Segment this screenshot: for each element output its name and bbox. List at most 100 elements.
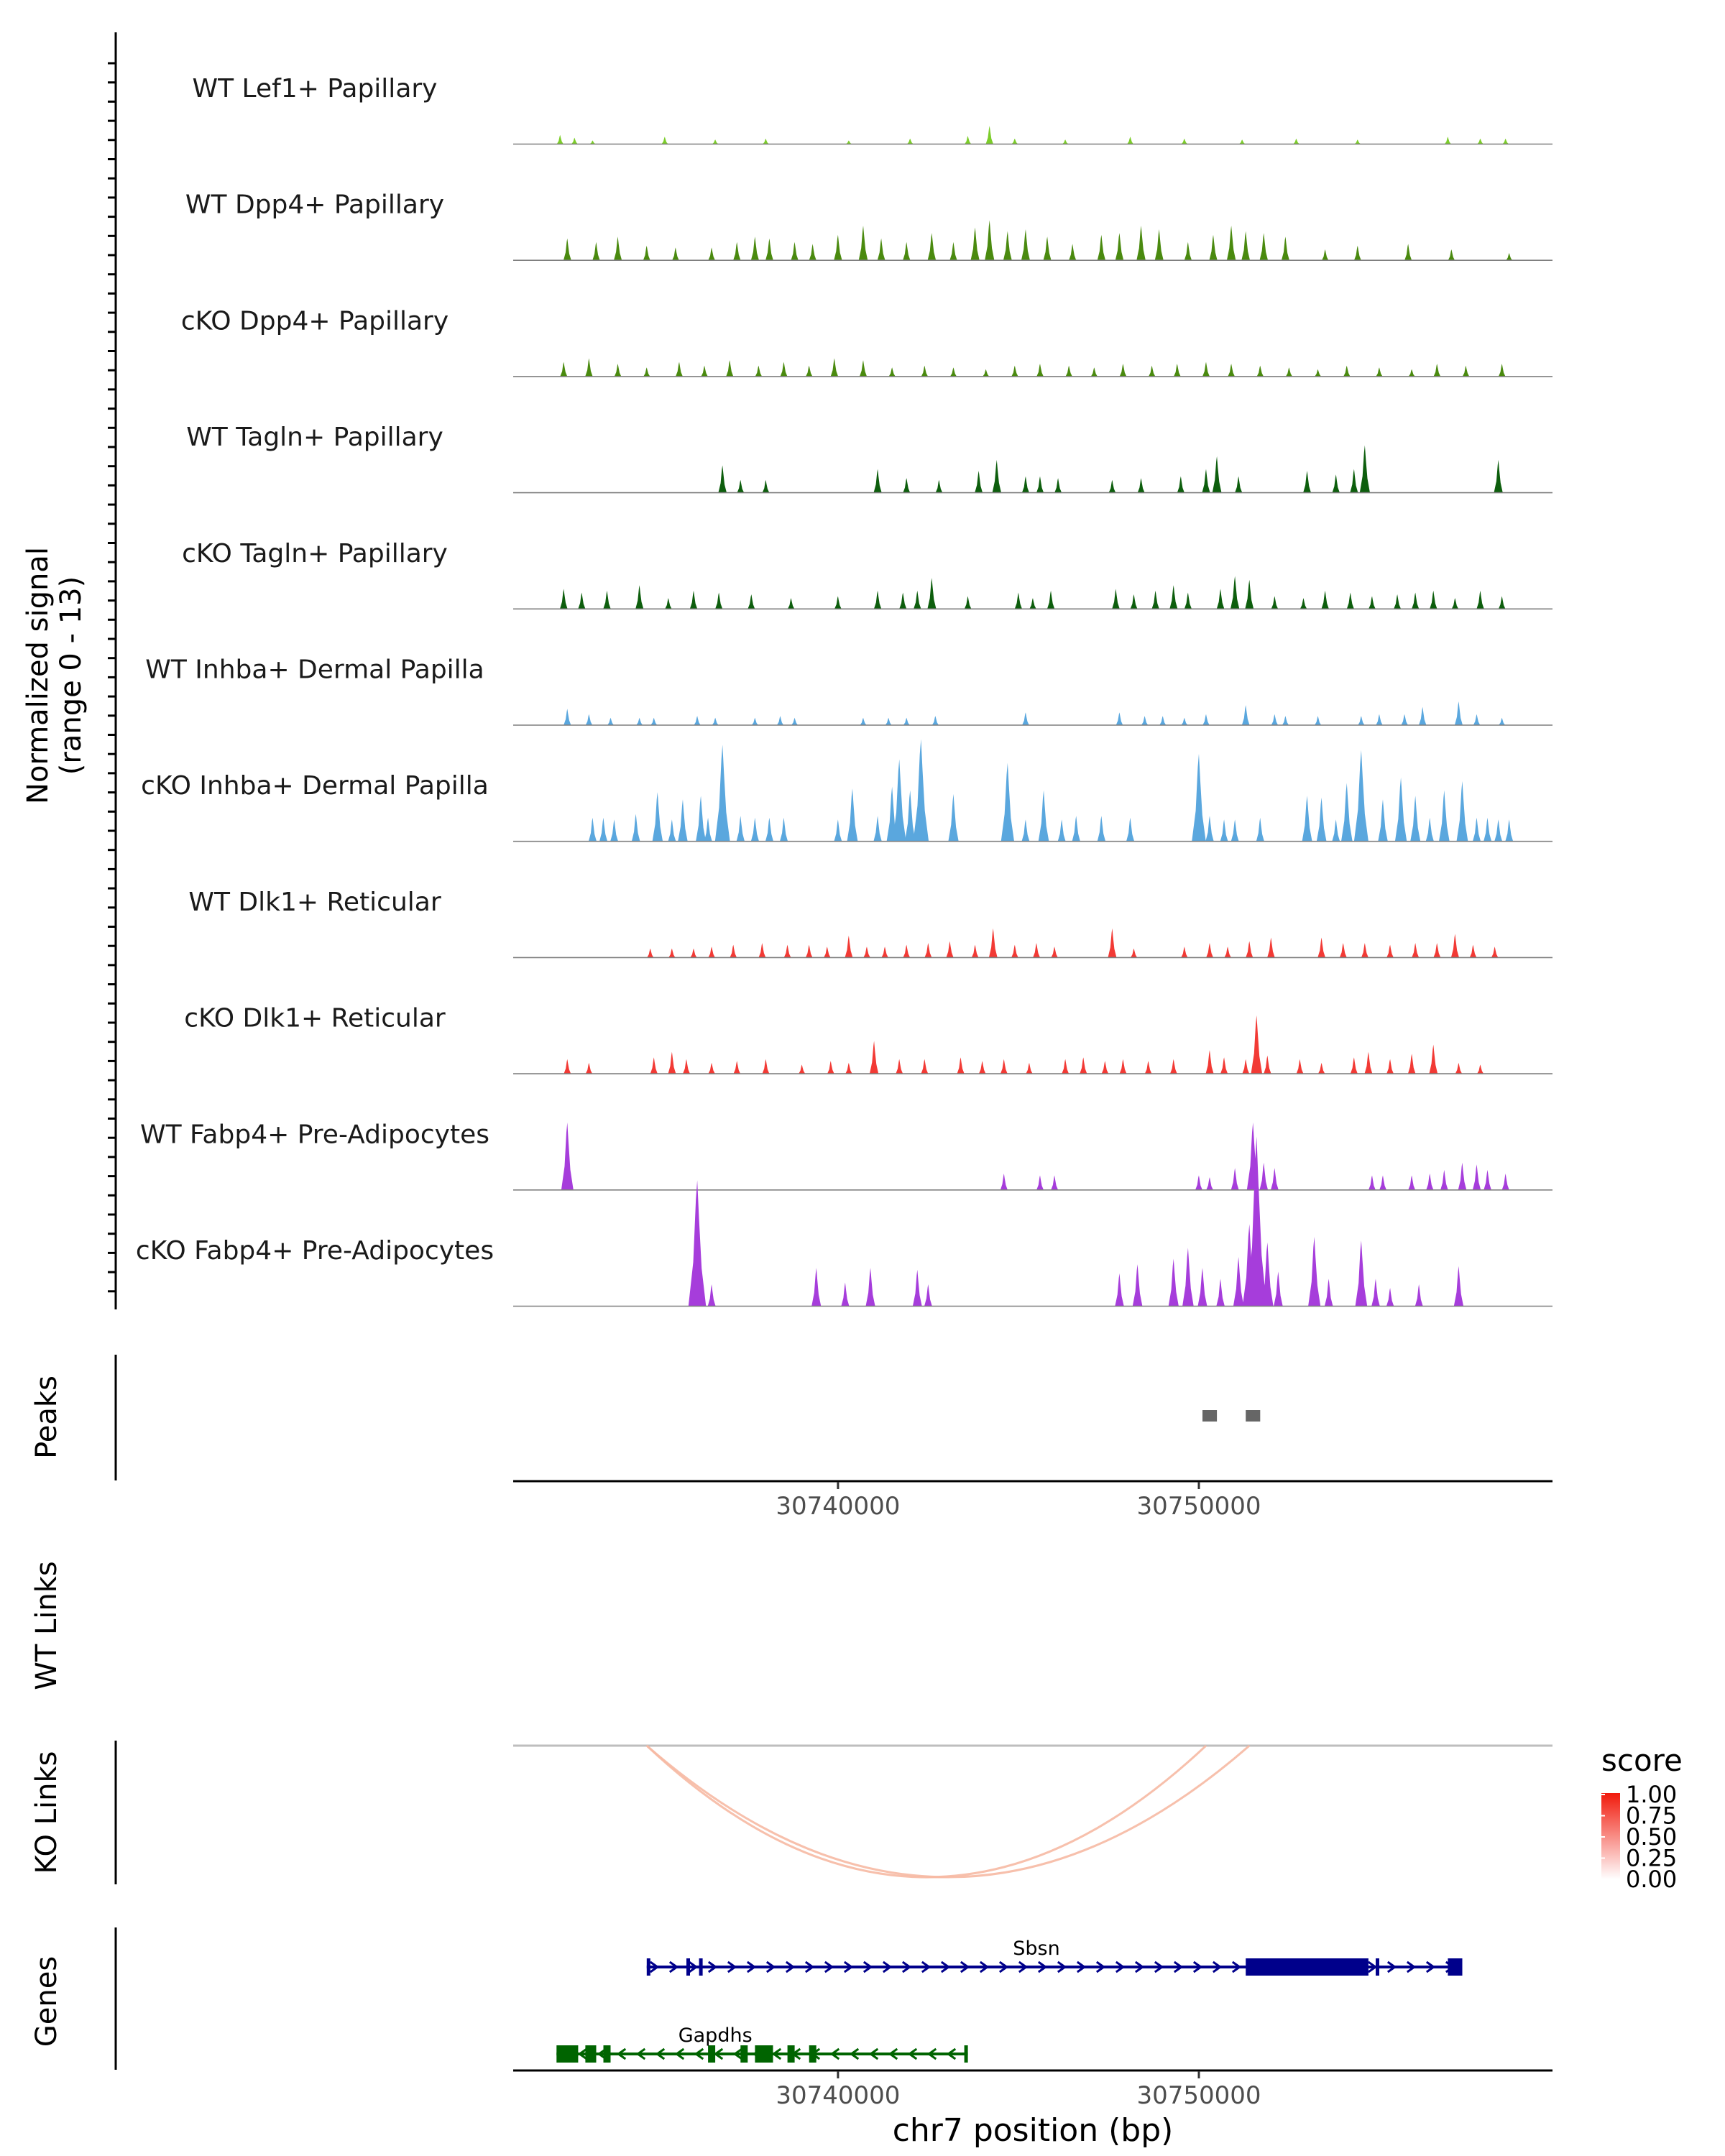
coverage-peak xyxy=(1358,716,1365,725)
gene-exon xyxy=(699,1958,703,1976)
coverage-peak xyxy=(787,598,795,609)
coverage-peak xyxy=(1429,1044,1438,1074)
coverage-peak xyxy=(1011,365,1018,377)
coverage-peak xyxy=(1408,369,1415,377)
coverage-peak xyxy=(834,819,842,842)
score-legend-title: score xyxy=(1601,1743,1683,1778)
strand-arrow xyxy=(882,1961,893,1973)
coverage-peak xyxy=(809,244,816,261)
coverage-peak xyxy=(1151,590,1159,609)
coverage-peak xyxy=(1127,137,1133,144)
coverage-peak xyxy=(1181,717,1188,725)
coverage-peak xyxy=(1317,937,1325,958)
coverage-peak xyxy=(1267,937,1275,958)
coverage-peak xyxy=(1014,592,1022,609)
coverage-peak xyxy=(1245,579,1254,609)
strand-arrow xyxy=(921,1961,932,1973)
coverage-peak xyxy=(1065,365,1072,377)
coverage-peak xyxy=(726,360,734,377)
coverage-peak xyxy=(1033,943,1040,958)
track-wt-lef1-papillary: WT Lef1+ Papillary xyxy=(193,74,1552,145)
strand-arrow xyxy=(998,1961,1009,1973)
coverage-peak xyxy=(1212,456,1222,493)
coverage-peak xyxy=(704,817,712,842)
coverage-peak xyxy=(1149,365,1156,377)
coverage-peak xyxy=(765,238,773,261)
x-axis-title: chr7 position (bp) xyxy=(893,2112,1174,2149)
coverage-peak xyxy=(1410,796,1421,842)
coverage-peak xyxy=(696,796,707,842)
genes-label: Genes xyxy=(30,1956,63,2047)
coverage-peak xyxy=(689,590,698,609)
coverage-peak xyxy=(1316,797,1327,842)
coverage-peak xyxy=(1271,714,1279,725)
coverage-peak xyxy=(1430,590,1438,609)
coverage-peak xyxy=(635,585,644,609)
coverage-peak xyxy=(1433,943,1441,958)
track-label: cKO Tagln+ Papillary xyxy=(182,539,448,568)
coverage-peak xyxy=(1469,944,1477,958)
coverage-peak xyxy=(708,247,715,261)
coverage-peak xyxy=(1062,1059,1070,1074)
coverage-peak xyxy=(1205,816,1214,842)
strand-arrow xyxy=(727,1961,737,1973)
coverage-peak xyxy=(921,1059,929,1074)
strand-arrow xyxy=(979,1961,990,1973)
coverage-peak xyxy=(983,369,990,377)
track-label: WT Fabp4+ Pre-Adipocytes xyxy=(140,1120,489,1149)
coverage-peak xyxy=(712,139,719,144)
coverage-peak xyxy=(1498,596,1506,609)
coverage-peak xyxy=(834,596,842,609)
coverage-peak xyxy=(589,140,596,144)
coverage-peak xyxy=(1036,476,1044,493)
coverage-peak xyxy=(1296,1059,1304,1074)
ko-links-panel: KO Links xyxy=(30,1741,1552,1884)
coverage-peak xyxy=(1408,1175,1416,1190)
coverage-peak xyxy=(1341,783,1353,842)
track-cko-dpp4-papillary: cKO Dpp4+ Papillary xyxy=(181,306,1552,377)
coverage-peak xyxy=(1339,943,1347,958)
coverage-peak xyxy=(1453,1266,1464,1307)
coverage-peak xyxy=(1197,1268,1208,1307)
coverage-peak xyxy=(668,819,676,842)
coverage-peak xyxy=(563,238,571,261)
gene-exon xyxy=(809,2045,816,2063)
coverage-peak xyxy=(708,1062,715,1074)
coverage-peak xyxy=(643,367,650,377)
strand-arrow xyxy=(713,2047,724,2060)
coverage-peak xyxy=(1386,1288,1394,1307)
coverage-peak xyxy=(1177,476,1184,493)
score-legend-ticks: 1.000.750.500.250.00 xyxy=(1601,1781,1677,1893)
wt-links-label: WT Links xyxy=(30,1561,63,1690)
strand-arrow xyxy=(804,1961,815,1973)
legend-tick-label: 0.50 xyxy=(1626,1823,1677,1851)
coverage-peak xyxy=(1026,1062,1033,1074)
track-cko-fabp4-pre-adipocytes: cKO Fabp4+ Pre-Adipocytes xyxy=(136,1136,1552,1307)
coverage-peak xyxy=(1230,819,1239,842)
coverage-peak xyxy=(762,1059,770,1074)
coverage-peak xyxy=(578,592,586,609)
coverage-peak xyxy=(1202,361,1210,377)
coverage-peak xyxy=(830,358,839,377)
coverage-peak xyxy=(1473,817,1481,842)
coverage-peak xyxy=(560,589,568,609)
coverage-peak xyxy=(896,1059,903,1074)
strand-arrow xyxy=(829,2047,840,2060)
coverage-peak xyxy=(1246,1136,1267,1307)
coverage-peak xyxy=(1216,589,1225,609)
coverage-peak xyxy=(1216,1279,1225,1307)
coverage-peak xyxy=(1354,139,1361,144)
coverage-peak xyxy=(1376,367,1383,377)
coverage-peak xyxy=(1494,819,1503,842)
coverage-peak xyxy=(1498,364,1506,377)
strand-arrow xyxy=(1134,1961,1145,1973)
coverage-peak xyxy=(992,459,1001,493)
coverage-peak xyxy=(903,717,910,725)
coverage-peak xyxy=(1090,367,1098,377)
coverage-peak xyxy=(1455,1062,1463,1074)
coverage-peak xyxy=(652,792,663,842)
track-wt-tagln-papillary: WT Tagln+ Papillary xyxy=(186,423,1552,494)
coverage-peak xyxy=(841,1282,850,1307)
coverage-peak xyxy=(1271,1168,1279,1190)
legend-tick-label: 1.00 xyxy=(1626,1781,1677,1808)
